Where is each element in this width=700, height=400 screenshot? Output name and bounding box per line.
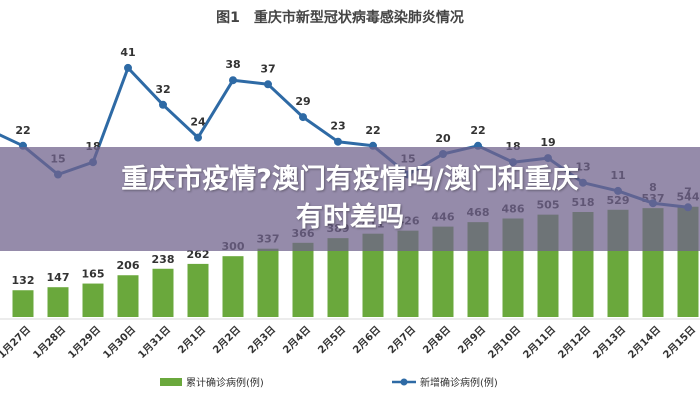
new-cases-value-label: 22: [470, 124, 485, 137]
cumulative-bar: [257, 248, 279, 317]
new-cases-point: [264, 80, 272, 89]
cumulative-bar: [292, 242, 314, 317]
cumulative-bar: [82, 283, 104, 317]
cumulative-bar: [117, 275, 139, 317]
legend-new-cases-label: 新增确诊病例(例): [420, 376, 498, 389]
new-cases-point: [194, 133, 202, 142]
legend: 累计确诊病例(例) 新增确诊病例(例): [160, 376, 498, 389]
cumulative-bar: [327, 238, 349, 317]
legend-bar-swatch: [160, 378, 182, 386]
new-cases-point: [299, 113, 307, 122]
overlay-title-line-2: 有时差吗: [296, 202, 404, 233]
legend-cumulative-label: 累计确诊病例(例): [186, 376, 264, 389]
new-cases-value-label: 22: [365, 124, 380, 137]
new-cases-value-label: 37: [260, 62, 275, 75]
new-cases-value-label: 22: [15, 124, 30, 137]
new-cases-value-label: 23: [330, 120, 345, 133]
legend-line-marker: [400, 378, 408, 386]
new-cases-value-label: 32: [155, 83, 170, 96]
cumulative-bar: [397, 230, 419, 317]
cumulative-bar: [47, 287, 69, 317]
cumulative-value-label: 132: [12, 274, 35, 287]
overlay-title-line-1: 重庆市疫情?澳门有疫情吗/澳门和重庆: [121, 164, 579, 195]
cumulative-bar: [362, 233, 384, 317]
cumulative-value-label: 165: [82, 268, 105, 281]
cumulative-value-label: 147: [47, 271, 70, 284]
new-cases-value-label: 20: [435, 132, 451, 145]
new-cases-value-label: 41: [120, 46, 135, 59]
new-cases-point: [124, 63, 132, 72]
cumulative-bar: [12, 290, 34, 317]
cumulative-value-label: 238: [152, 253, 175, 266]
new-cases-value-label: 19: [540, 136, 555, 149]
new-cases-point: [159, 100, 167, 109]
cumulative-bar: [152, 268, 174, 317]
new-cases-value-label: 24: [190, 116, 206, 129]
cumulative-bar: [222, 256, 244, 317]
new-cases-point: [334, 137, 342, 146]
new-cases-point: [229, 76, 237, 85]
new-cases-value-label: 29: [295, 95, 310, 108]
cumulative-value-label: 206: [117, 259, 140, 272]
cumulative-bar: [187, 263, 209, 317]
chart-title: 图1 重庆市新型冠状病毒感染肺炎情况: [216, 9, 464, 26]
new-cases-value-label: 38: [225, 58, 240, 71]
overlay-banner: 重庆市疫情?澳门有疫情吗/澳门和重庆 有时差吗: [0, 147, 700, 251]
cumulative-value-label: 262: [187, 248, 210, 261]
